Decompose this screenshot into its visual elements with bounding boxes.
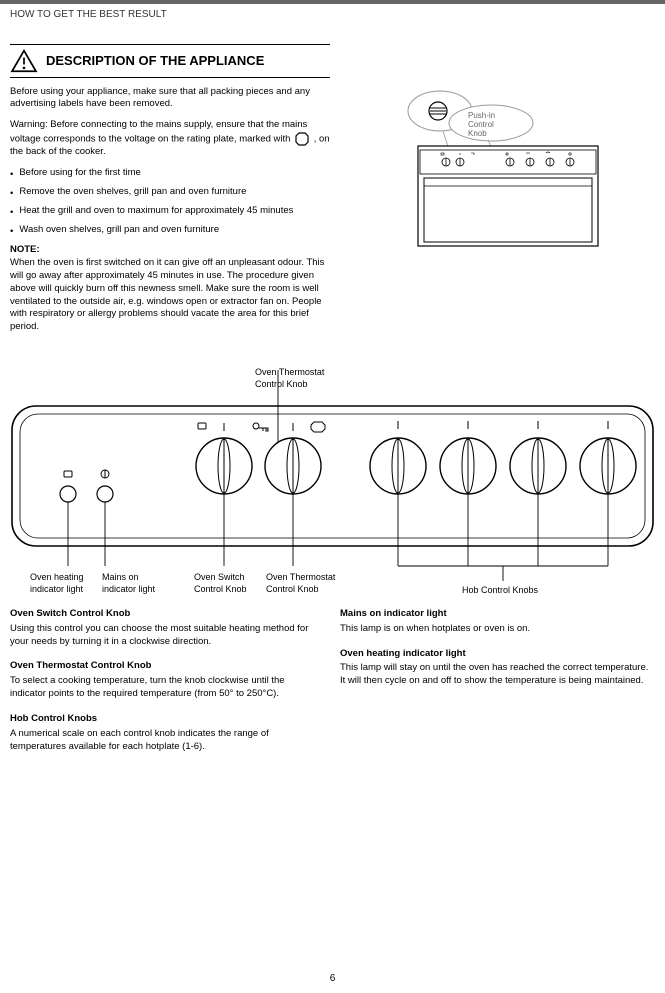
desc-hob: Hob Control Knobs A numerical scale on e… (10, 713, 322, 753)
callout-oven-thermostat-bottom: Oven Thermostat Control Knob (266, 571, 335, 595)
desc-oven-thermostat: Oven Thermostat Control Knob To select a… (10, 660, 322, 700)
warning-triangle-icon (10, 49, 38, 73)
desc-oven-heating-light-title: Oven heating indicator light (340, 648, 652, 661)
intro-p2-prefix: Warning: Before connecting to the mains … (10, 119, 307, 144)
rating-plate-icon (295, 132, 309, 146)
bullet-wash-shelves: • Wash oven shelves, grill pan and oven … (10, 224, 330, 239)
desc-hob-title: Hob Control Knobs (10, 713, 322, 726)
popup-line1: Push-in (468, 111, 495, 120)
desc-oven-heating-light-body: This lamp will stay on until the oven ha… (340, 662, 652, 688)
section-title-bar: DESCRIPTION OF THE APPLIANCE (10, 44, 330, 78)
callout-oven-switch: Oven Switch Control Knob (194, 571, 247, 595)
control-panel-svg (10, 366, 655, 596)
callout-oven-thermostat: Oven Thermostat Control Knob (255, 366, 324, 390)
cooker-illustration-column: Push-in Control Knob (348, 86, 638, 343)
bullet-1-text: Remove the oven shelves, grill pan and o… (19, 186, 246, 199)
desc-oven-thermostat-body: To select a cooking temperature, turn th… (10, 675, 322, 701)
control-panel-diagram-wrap: Oven Thermostat Control Knob (10, 366, 655, 596)
desc-mains-light-body: This lamp is on when hotplates or oven i… (340, 623, 652, 636)
bullet-remove-shelves: • Remove the oven shelves, grill pan and… (10, 186, 330, 201)
bullet-before-first-use: • Before using for the first time (10, 167, 330, 182)
desc-mains-light-title: Mains on indicator light (340, 608, 652, 621)
note-body: When the oven is first switched on it ca… (10, 257, 330, 334)
cooker-illustration: Push-in Control Knob (398, 86, 608, 251)
note-label: NOTE: (10, 244, 330, 257)
intro-paragraph-2: Warning: Before connecting to the mains … (10, 119, 330, 159)
popup-line3: Knob (468, 129, 487, 138)
intro-text-column: Before using your appliance, make sure t… (10, 86, 330, 343)
page-number: 6 (330, 972, 336, 986)
desc-oven-heating-light: Oven heating indicator light This lamp w… (340, 648, 652, 688)
desc-oven-thermostat-title: Oven Thermostat Control Knob (10, 660, 322, 673)
desc-oven-switch-title: Oven Switch Control Knob (10, 608, 322, 621)
callout-mains-light: Mains on indicator light (102, 571, 155, 595)
desc-mains-light: Mains on indicator light This lamp is on… (340, 608, 652, 636)
callout-hob-knobs: Hob Control Knobs (462, 584, 538, 596)
desc-oven-switch: Oven Switch Control Knob Using this cont… (10, 608, 322, 648)
desc-hob-body: A numerical scale on each control knob i… (10, 728, 322, 754)
bullet-heat-grill: • Heat the grill and oven to maximum for… (10, 205, 330, 220)
bullet-2-text: Heat the grill and oven to maximum for a… (19, 205, 293, 218)
desc-oven-switch-body: Using this control you can choose the mo… (10, 623, 322, 649)
popup-line2: Control (468, 120, 494, 129)
bullet-3-text: Wash oven shelves, grill pan and oven fu… (19, 224, 219, 237)
callout-oven-heating-light: Oven heating indicator light (30, 571, 84, 595)
intro-paragraph-1: Before using your appliance, make sure t… (10, 86, 330, 112)
section-title: DESCRIPTION OF THE APPLIANCE (46, 52, 264, 70)
bullet-0-text: Before using for the first time (19, 167, 140, 180)
descriptions: Oven Switch Control Knob Using this cont… (10, 608, 655, 765)
chapter-heading: HOW TO GET THE BEST RESULT (10, 4, 655, 22)
